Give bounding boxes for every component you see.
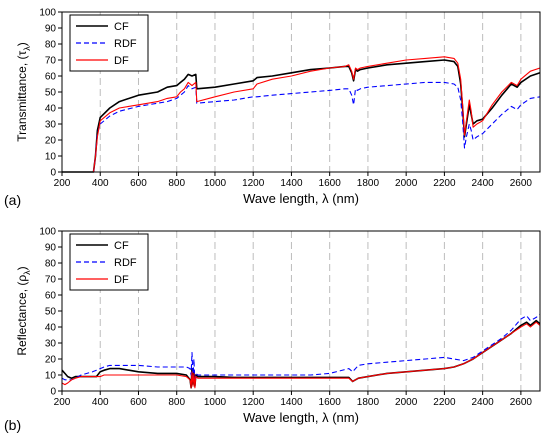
chart-b-y-tick-label: 60 xyxy=(45,291,57,302)
chart-a-panel-label: (a) xyxy=(4,192,21,208)
chart-b-panel-label: (b) xyxy=(4,417,21,433)
chart-a-y-tick-label: 40 xyxy=(45,104,57,115)
chart-a-legend: CF RDF DF xyxy=(69,14,149,72)
chart-a-y-tick-label: 20 xyxy=(45,136,57,147)
chart-a-x-axis-label: Wave length, λ (nm) xyxy=(243,191,359,206)
chart-b-y-tick-label: 20 xyxy=(45,355,57,366)
chart-b-y-axis-label-sub: λ xyxy=(22,270,32,275)
chart-b-series-rdf-line xyxy=(61,313,541,384)
chart-b-x-tick-label: 600 xyxy=(130,397,147,408)
chart-a-x-tick-label: 400 xyxy=(92,178,109,189)
chart-b-y-axis-label-close: ) xyxy=(15,266,29,270)
chart-a-x-tick-label: 2600 xyxy=(510,178,533,189)
chart-b-series-df-line xyxy=(61,321,541,389)
chart-b-legend-label-cf: CF xyxy=(114,240,129,252)
chart-a-y-tick-label: 30 xyxy=(45,120,57,131)
chart-a-x-tick-label: 2200 xyxy=(433,178,456,189)
chart-a-y-axis-label-close: ) xyxy=(15,42,29,46)
chart-a-series-rdf-line xyxy=(62,81,541,173)
chart-b-legend-label-df: DF xyxy=(114,274,129,286)
chart-a-y-tick-label: 60 xyxy=(45,72,57,83)
chart-a-x-tick-label: 2000 xyxy=(395,178,418,189)
chart-a-panel: 200 400 600 800 1000 1200 1400 1600 1800 2000 2200… xyxy=(4,8,541,208)
chart-a-x-tick-label: 1400 xyxy=(280,178,303,189)
chart-b-x-tick-label: 2400 xyxy=(472,397,495,408)
chart-b-y-tick-label: 70 xyxy=(45,275,57,286)
chart-b-y-tick-label: 80 xyxy=(45,259,57,270)
chart-a-x-tick-label: 200 xyxy=(54,178,71,189)
chart-a-legend-label-df: DF xyxy=(114,55,129,67)
chart-b-y-axis-label-main: Reflectance, (ρ xyxy=(15,275,29,356)
chart-b-x-tick-label: 2600 xyxy=(510,397,533,408)
chart-b-y-tick-label: 0 xyxy=(50,387,56,398)
chart-a-y-axis-label: Transmittance, (τλ) xyxy=(15,42,32,141)
chart-a-y-axis-label-main: Transmittance, (τ xyxy=(15,50,29,141)
chart-b-x-tick-label: 1200 xyxy=(242,397,265,408)
chart-b-legend: CF RDF DF xyxy=(69,233,149,291)
chart-b-y-tick-label: 30 xyxy=(45,339,57,350)
chart-a-y-axis-label-sub: λ xyxy=(22,46,32,51)
chart-b-x-axis-label: Wave length, λ (nm) xyxy=(243,410,359,425)
chart-a-y-tick-label: 70 xyxy=(45,56,57,67)
chart-a-x-tick-label: 800 xyxy=(168,178,185,189)
chart-a-y-tick-label: 0 xyxy=(50,168,56,179)
chart-b-legend-box xyxy=(69,233,149,291)
chart-b-x-tick-label: 800 xyxy=(168,397,185,408)
chart-a-x-tick-label: 1200 xyxy=(242,178,265,189)
chart-a-x-tick-label: 1600 xyxy=(319,178,342,189)
chart-a-y-tick-label: 10 xyxy=(45,152,57,163)
chart-a-x-tick-label: 1000 xyxy=(204,178,227,189)
chart-b-legend-label-rdf: RDF xyxy=(114,257,137,269)
chart-a-y-tick-label: 80 xyxy=(45,40,57,51)
chart-b-y-tick-label: 90 xyxy=(45,243,57,254)
chart-a-x-tick-label: 2400 xyxy=(472,178,495,189)
chart-b-y-tick-label: 100 xyxy=(39,227,56,238)
chart-a-y-tick-label: 90 xyxy=(45,24,57,35)
chart-b-x-tick-label: 1000 xyxy=(204,397,227,408)
chart-a-series-df-line xyxy=(62,56,541,173)
chart-b-y-tick-label: 40 xyxy=(45,323,57,334)
chart-b-x-tick-label: 1800 xyxy=(357,397,380,408)
chart-b-y-axis-label: Reflectance, (ρλ) xyxy=(15,266,32,355)
chart-b-y-tick-label: 10 xyxy=(45,371,57,382)
chart-a-x-tick-label: 600 xyxy=(130,178,147,189)
chart-a-legend-box xyxy=(69,14,149,72)
chart-b-x-tick-label: 1400 xyxy=(280,397,303,408)
chart-b-x-tick-label: 400 xyxy=(92,397,109,408)
chart-a-legend-label-cf: CF xyxy=(114,21,129,33)
chart-b-panel: 200 400 600 800 1000 1200 1400 1600 1800 2000 2200… xyxy=(4,227,541,433)
chart-a-x-tick-label: 1800 xyxy=(357,178,380,189)
chart-b-y-tick-label: 50 xyxy=(45,307,57,318)
chart-b-x-tick-label: 2000 xyxy=(395,397,418,408)
chart-b-x-tick-label: 1600 xyxy=(319,397,342,408)
chart-b-x-tick-label: 200 xyxy=(54,397,71,408)
chart-b-x-tick-label: 2200 xyxy=(433,397,456,408)
chart-a-legend-label-rdf: RDF xyxy=(114,38,137,50)
chart-a-y-tick-label: 100 xyxy=(39,8,56,19)
chart-a-y-tick-label: 50 xyxy=(45,88,57,99)
